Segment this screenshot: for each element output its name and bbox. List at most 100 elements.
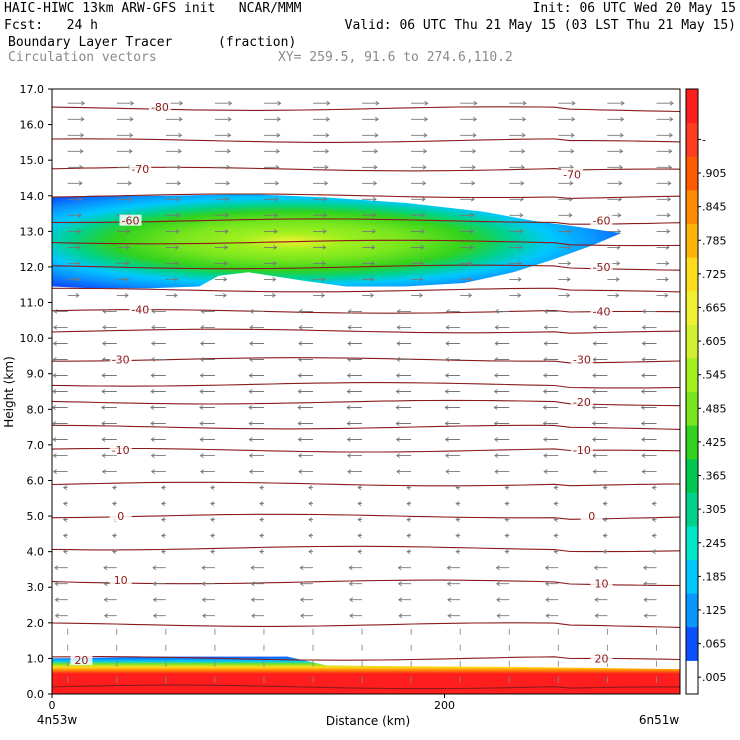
- circulation-vector: [308, 533, 313, 538]
- circulation-vector: [264, 132, 281, 138]
- circulation-vector: [62, 501, 68, 506]
- circulation-vector: [362, 293, 375, 298]
- colorbar-swatch: [686, 189, 698, 224]
- circulation-vector: [116, 229, 131, 234]
- circulation-vector: [308, 517, 313, 522]
- circulation-vector: [313, 164, 329, 170]
- circulation-vector: [259, 485, 264, 490]
- circulation-vector: [52, 357, 68, 362]
- circulation-vector: [455, 517, 461, 522]
- contour-label-background: [148, 100, 171, 112]
- circulation-vector: [656, 132, 674, 138]
- circulation-vector: [362, 116, 380, 122]
- circulation-vector: [346, 421, 363, 426]
- circulation-vector: [214, 164, 231, 170]
- circulation-vector: [496, 613, 510, 619]
- circulation-vector: [558, 180, 574, 186]
- circulation-vector: [395, 357, 412, 362]
- circulation-vector: [455, 549, 461, 554]
- circulation-vector: [641, 309, 657, 314]
- circulation-vector: [543, 325, 559, 330]
- circulation-vector: [259, 533, 264, 538]
- circulation-vector: [199, 469, 215, 474]
- circulation-vector: [297, 389, 313, 394]
- circulation-vector: [504, 485, 510, 490]
- circulation-vector: [101, 373, 117, 378]
- circulation-vector: [53, 325, 68, 330]
- circulation-vector: [641, 325, 657, 330]
- circulation-vector: [591, 421, 608, 426]
- y-tick-label: 8.0: [27, 403, 45, 416]
- circulation-vector: [447, 613, 461, 619]
- circulation-vector: [445, 357, 461, 362]
- colorbar-label: .425: [702, 436, 727, 449]
- circulation-vector: [259, 517, 264, 522]
- circulation-vector: [313, 261, 326, 266]
- circulation-vector: [150, 437, 166, 442]
- colorbar-swatch: [686, 458, 698, 493]
- circulation-vector: [264, 116, 281, 122]
- circulation-vector: [313, 229, 327, 234]
- contour-label-background: [590, 260, 613, 272]
- circulation-vector: [116, 148, 133, 154]
- circulation-vector: [53, 309, 68, 314]
- circulation-vector: [558, 277, 571, 282]
- circulation-vector: [111, 501, 117, 506]
- circulation-vector: [544, 581, 559, 587]
- circulation-vector: [558, 212, 573, 218]
- circulation-vector: [607, 293, 620, 298]
- y-tick-label: 15.0: [20, 154, 45, 167]
- circulation-vector: [214, 212, 230, 218]
- circulation-vector: [593, 565, 608, 571]
- temperature-contour: [52, 424, 680, 430]
- circulation-vector: [494, 469, 510, 474]
- circulation-vector: [496, 597, 510, 603]
- circulation-vector: [504, 501, 510, 506]
- circulation-vector: [264, 148, 281, 154]
- circulation-vector: [494, 341, 510, 346]
- circulation-vector: [362, 261, 376, 266]
- circulation-vector: [313, 180, 329, 186]
- circulation-vector: [607, 132, 624, 138]
- contour-label: -60: [593, 215, 611, 228]
- circulation-vector: [406, 549, 412, 554]
- circulation-vector: [509, 212, 524, 218]
- circulation-vector: [150, 389, 166, 394]
- circulation-vector: [641, 357, 657, 362]
- circulation-vector: [199, 389, 215, 394]
- temperature-contour: [52, 579, 680, 587]
- colorbar-label: .665: [702, 301, 727, 314]
- contour-label: -80: [151, 101, 169, 114]
- circulation-vector: [52, 389, 68, 394]
- y-tick-label: 7.0: [27, 439, 45, 452]
- circulation-vector: [165, 180, 182, 186]
- contour-label-background: [119, 214, 142, 226]
- circulation-vector: [509, 196, 525, 202]
- circulation-vector: [67, 180, 83, 186]
- circulation-vector: [248, 389, 264, 394]
- circulation-vector: [101, 341, 117, 346]
- circulation-vector: [151, 309, 166, 314]
- circulation-vector: [199, 373, 215, 378]
- circulation-vector: [313, 196, 328, 202]
- colorbar-swatch: [686, 223, 698, 258]
- field-name: Boundary Layer Tracer: [8, 35, 173, 50]
- contour-label: -40: [131, 304, 149, 317]
- circulation-vector: [494, 357, 510, 362]
- circulation-vector: [543, 357, 559, 362]
- circulation-vector: [259, 549, 264, 554]
- contour-label-background: [561, 168, 584, 180]
- circulation-vector: [542, 373, 559, 378]
- circulation-vector: [592, 357, 608, 362]
- circulation-vector: [545, 597, 559, 603]
- colorbar-label: .725: [702, 268, 727, 281]
- circulation-vector: [504, 549, 510, 554]
- circulation-vector: [656, 196, 672, 202]
- circulation-vector: [460, 261, 474, 266]
- circulation-vector: [460, 148, 477, 154]
- circulation-vector: [151, 325, 166, 330]
- circulation-vector: [160, 549, 166, 554]
- circulation-vector: [544, 565, 559, 571]
- circulation-vector: [160, 485, 166, 490]
- circulation-vector: [411, 261, 425, 266]
